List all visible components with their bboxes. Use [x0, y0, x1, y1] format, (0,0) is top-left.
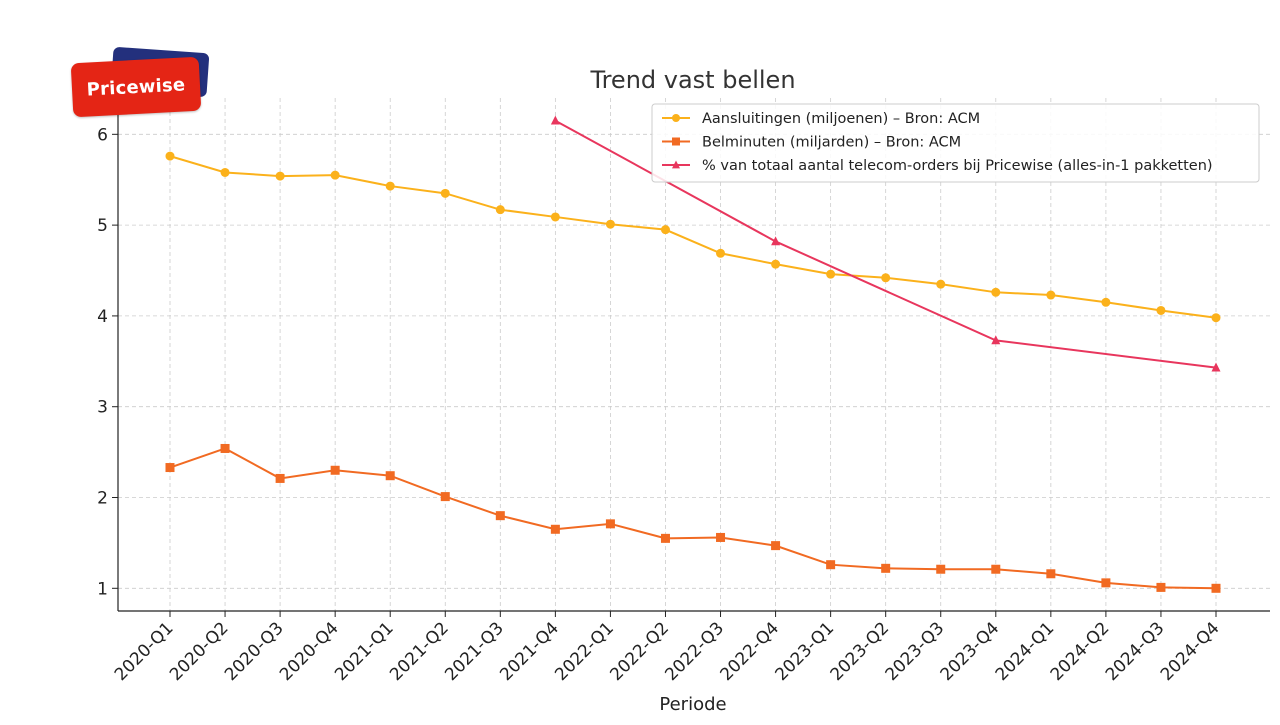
x-tick-label: 2022-Q1 [551, 618, 618, 685]
x-tick-label: 2022-Q2 [606, 618, 673, 685]
legend: Aansluitingen (miljoenen) – Bron: ACM Bel… [651, 103, 1260, 183]
data-point-circle [1101, 297, 1111, 307]
data-point-square [991, 564, 1001, 574]
data-point-circle [165, 151, 175, 161]
data-point-square [672, 137, 680, 146]
data-point-square [440, 492, 450, 502]
x-tick-label: 2022-Q3 [661, 618, 728, 685]
series-1 [165, 151, 1221, 323]
data-point-square [1101, 578, 1111, 588]
x-tick-label: 2021-Q1 [331, 618, 398, 685]
data-point-circle [826, 269, 836, 279]
y-tick-label: 6 [97, 125, 108, 145]
data-point-triangle [550, 115, 560, 125]
series-2 [165, 443, 1221, 593]
data-point-triangle [991, 335, 1001, 345]
data-point-triangle [672, 160, 680, 169]
data-point-square [385, 471, 395, 481]
y-tick-label: 5 [97, 216, 108, 236]
x-tick-label: 2023-Q2 [827, 618, 894, 685]
data-point-square [275, 473, 285, 483]
data-point-triangle [1211, 362, 1221, 372]
data-point-circle [771, 259, 781, 269]
x-tick-label: 2020-Q2 [166, 618, 233, 685]
x-tick-label: 2021-Q3 [441, 618, 508, 685]
data-point-circle [330, 170, 340, 180]
x-tick-label: 2023-Q4 [937, 618, 1004, 685]
data-point-circle [440, 188, 450, 198]
chart-title: Trend vast bellen [589, 66, 795, 94]
legend-item: % van totaal aantal telecom-orders bij P… [662, 158, 1213, 174]
data-point-square [771, 541, 781, 551]
series-line [169, 155, 1217, 319]
x-axis-label: Periode [659, 694, 726, 715]
data-point-square [936, 564, 946, 574]
data-point-square [495, 511, 505, 521]
data-point-square [165, 463, 175, 473]
data-point-circle [672, 114, 680, 122]
data-point-square [550, 524, 560, 534]
data-point-circle [660, 225, 670, 235]
data-point-circle [220, 167, 230, 177]
data-point-circle [936, 279, 946, 289]
logo-front-tag: Pricewise [70, 56, 202, 118]
data-point-square [660, 533, 670, 543]
y-tick-label: 3 [97, 398, 108, 418]
y-tick-label: 4 [97, 307, 108, 327]
data-point-square [330, 465, 340, 475]
x-tick-label: 2022-Q4 [716, 618, 783, 685]
y-tick-label: 2 [97, 489, 108, 509]
x-tick-label: 2021-Q4 [496, 618, 563, 685]
legend-item: Aansluitingen (miljoenen) – Bron: ACM [662, 111, 980, 127]
data-point-circle [716, 248, 726, 258]
legend-box [651, 103, 1260, 183]
data-point-square [1211, 583, 1221, 593]
data-point-circle [881, 273, 891, 283]
x-tick-label: 2024-Q2 [1047, 618, 1114, 685]
data-point-square [826, 560, 836, 570]
data-point-circle [1156, 305, 1166, 315]
x-tick-label: 2020-Q3 [221, 618, 288, 685]
data-point-circle [605, 219, 615, 229]
data-point-square [220, 443, 230, 453]
x-tick-label: 2020-Q4 [276, 618, 343, 685]
data-point-circle [991, 287, 1001, 297]
data-point-square [716, 532, 726, 542]
data-point-circle [275, 171, 285, 181]
x-tick-label: 2021-Q2 [386, 618, 453, 685]
data-point-circle [550, 212, 560, 222]
logo-text: Pricewise [86, 73, 186, 101]
data-point-triangle [771, 236, 781, 246]
data-point-circle [385, 181, 395, 191]
x-tick-label: 2023-Q1 [772, 618, 839, 685]
x-tick-label: 2024-Q1 [992, 618, 1059, 685]
series-line [169, 447, 1217, 590]
legend-label: Aansluitingen (miljoenen) – Bron: ACM [702, 111, 980, 127]
x-tick-label: 2024-Q3 [1102, 618, 1169, 685]
axes: 1234562020-Q12020-Q22020-Q32020-Q42021-Q… [97, 98, 1270, 685]
y-tick-label: 1 [97, 579, 108, 599]
legend-label: % van totaal aantal telecom-orders bij P… [702, 158, 1213, 174]
x-tick-label: 2020-Q1 [111, 618, 178, 685]
pricewise-logo: Pricewise [68, 46, 218, 126]
data-point-square [881, 563, 891, 573]
legend-label: Belminuten (miljarden) – Bron: ACM [702, 135, 961, 151]
data-point-square [605, 519, 615, 529]
data-point-circle [495, 205, 505, 215]
data-point-square [1156, 582, 1166, 592]
data-point-circle [1211, 313, 1221, 323]
x-tick-label: 2024-Q4 [1157, 618, 1224, 685]
data-point-square [1046, 569, 1056, 579]
data-point-circle [1046, 290, 1056, 300]
x-tick-label: 2023-Q3 [882, 618, 949, 685]
series-layer [165, 115, 1221, 593]
legend-item: Belminuten (miljarden) – Bron: ACM [662, 135, 961, 151]
